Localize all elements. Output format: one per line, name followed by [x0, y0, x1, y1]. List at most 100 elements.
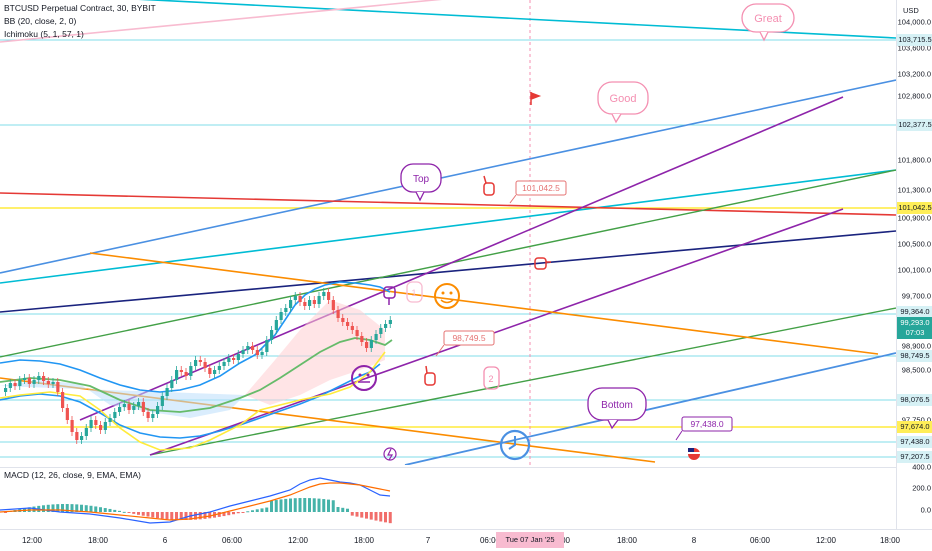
candle-body — [208, 368, 212, 374]
macd-histogram-bar — [251, 510, 254, 512]
price-tick-label: 98,900.0 — [901, 341, 931, 351]
macd-histogram-bar — [246, 511, 250, 513]
note-2-box — [483, 366, 500, 390]
candle-body — [217, 366, 221, 370]
macd-histogram-bar — [170, 512, 174, 520]
price-tick-label: 98,500.0 — [901, 365, 931, 375]
candle-body — [94, 420, 98, 425]
macd-histogram-bar — [274, 500, 278, 512]
macd-histogram-bar — [194, 512, 197, 520]
macd-histogram-bar — [327, 499, 330, 512]
candle-body — [298, 296, 302, 302]
legend-bb[interactable]: BB (20, close, 2, 0) — [4, 16, 77, 26]
candle-body — [156, 406, 160, 414]
candle-body — [322, 292, 326, 296]
price-tag: 98,076.5 — [897, 394, 932, 406]
macd-histogram-bar — [279, 499, 283, 512]
candle-body — [384, 324, 388, 328]
price-label-101042 — [515, 180, 567, 196]
candle-body — [374, 334, 378, 340]
candle-body — [84, 428, 88, 436]
candle-body — [184, 372, 188, 376]
candle-body — [265, 340, 269, 352]
macd-histogram-bar — [141, 512, 145, 516]
macd-histogram-bar — [298, 498, 302, 512]
candle-body — [232, 358, 236, 360]
price-tick-label: 103,600.0 — [897, 43, 931, 53]
macd-histogram-bar — [289, 498, 292, 512]
candle-body — [317, 296, 321, 304]
price-tick-label: 0.0 — [920, 505, 931, 515]
candle-body — [312, 300, 316, 304]
price-tick-label: 400.0 — [912, 462, 931, 472]
candle-body — [151, 414, 155, 418]
legend-ichimoku[interactable]: Ichimoku (5, 1, 57, 1) — [4, 29, 84, 39]
price-tick-label: 103,200.0 — [897, 69, 931, 79]
hand-pointer-icon-1 — [483, 175, 495, 196]
good-text: Good — [610, 93, 637, 105]
candle-body — [23, 378, 27, 380]
time-tick-label: 12:00 — [21, 536, 43, 545]
hand-pointer-icon-3 — [424, 365, 436, 386]
candle-body — [203, 362, 207, 368]
macd-histogram-bar — [42, 505, 45, 512]
price-tag: 98,749.5 — [897, 350, 932, 362]
time-tick-label: 18:00 — [353, 536, 375, 545]
signal-line — [0, 482, 391, 521]
trendline-purple-upper — [79, 96, 844, 421]
candle-body — [13, 383, 17, 386]
candle-body — [227, 358, 231, 362]
callout-bubbles[interactable]: Great Good Top Bottom 101,042.5 98,749.5… — [400, 3, 795, 441]
macd-histogram-bar — [270, 500, 273, 512]
candle-body — [308, 300, 312, 306]
trendline-orange-upper — [89, 252, 879, 355]
candle-body — [251, 346, 255, 350]
candle-body — [179, 370, 183, 372]
candle-body — [331, 300, 335, 310]
currency-label[interactable]: USD — [903, 6, 919, 15]
macd-pane[interactable]: MACD (12, 26, close, 9, EMA, EMA) — [0, 467, 896, 530]
candle-body — [108, 418, 112, 422]
price-tick-label: 100,100.0 — [897, 265, 931, 275]
price-label-97438-text: 97,438.0 — [690, 419, 723, 429]
candle-body — [355, 330, 359, 336]
note-1-text: 1 — [411, 288, 416, 298]
macd-histogram-bar — [4, 512, 7, 513]
time-highlight-text: Tue 07 Jan '25 — [505, 535, 555, 544]
macd-histogram-bar — [179, 512, 183, 520]
ichimoku-base — [0, 351, 386, 451]
macd-histogram-bar — [365, 512, 368, 519]
macd-histogram-bar — [99, 507, 102, 512]
candle-body — [42, 376, 46, 381]
lightning-icon — [383, 447, 397, 461]
candle-body — [327, 292, 331, 300]
candle-body — [27, 378, 31, 384]
macd-histogram-bar — [374, 512, 378, 521]
macd-histogram-bar — [122, 511, 126, 513]
macd-histogram-bar — [222, 512, 226, 517]
price-label-101042-text: 101,042.5 — [522, 183, 560, 193]
price-tick-label: 200.0 — [912, 483, 931, 493]
candle-body — [141, 402, 145, 412]
macd-histogram-bar — [160, 512, 164, 519]
time-tick-label: 12:00 — [287, 536, 309, 545]
chart-canvas[interactable]: Great Good Top Bottom 101,042.5 98,749.5… — [0, 0, 896, 465]
bottom-text: Bottom — [601, 400, 633, 411]
price-label-98749 — [443, 330, 495, 346]
candle-body — [80, 436, 84, 440]
time-axis[interactable]: 12:0018:00606:0012:0018:00706:0009:0018:… — [0, 529, 932, 551]
time-tick-label: 18:00 — [879, 536, 901, 545]
us-flag-icon — [688, 448, 700, 460]
legend-macd[interactable]: MACD (12, 26, close, 9, EMA, EMA) — [4, 470, 141, 480]
markers[interactable] — [351, 92, 700, 461]
candle-body — [260, 352, 264, 355]
macd-histogram-bar — [65, 504, 69, 512]
trend-lines[interactable] — [0, 0, 896, 465]
price-axis[interactable]: USD 104,000.0 103,600.0 103,200.0 102,800.0… — [896, 0, 932, 529]
price-chart[interactable]: Great Good Top Bottom 101,042.5 98,749.5… — [0, 0, 896, 465]
legend-symbol[interactable]: BTCUSD Perpetual Contract, 30, BYBIT — [4, 3, 156, 13]
candle-body — [241, 350, 245, 354]
macd-histogram-bar — [303, 498, 307, 512]
bb-lower — [0, 363, 381, 439]
candle-body — [122, 404, 126, 407]
